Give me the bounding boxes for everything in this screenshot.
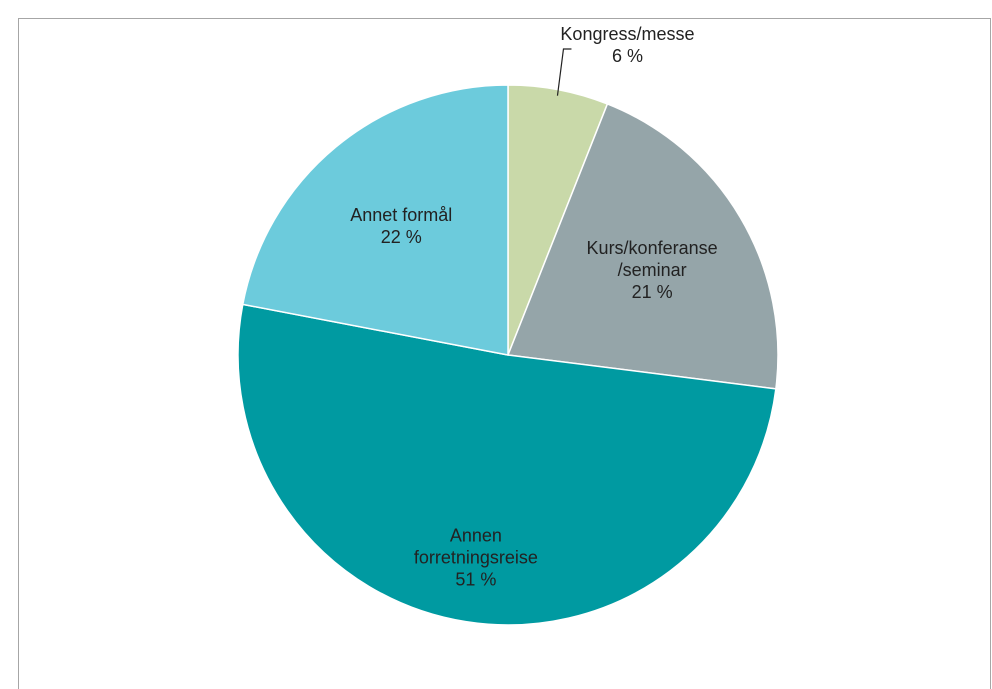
slice-label: Annen forretningsreise <box>414 526 538 568</box>
value-label: 6 % <box>612 46 643 66</box>
pie-slice <box>241 84 509 356</box>
slice-label: Annet formål <box>350 205 452 225</box>
slice-label: Kongress/messe <box>560 24 694 44</box>
pie-slice <box>237 303 777 626</box>
value-label: 51 % <box>455 570 496 590</box>
value-label: 21 % <box>632 282 673 302</box>
value-label: 22 % <box>381 227 422 247</box>
slice-label: Kurs/konferanse/seminar <box>587 238 718 280</box>
leader-line <box>556 48 572 96</box>
pie-slice <box>506 102 779 390</box>
